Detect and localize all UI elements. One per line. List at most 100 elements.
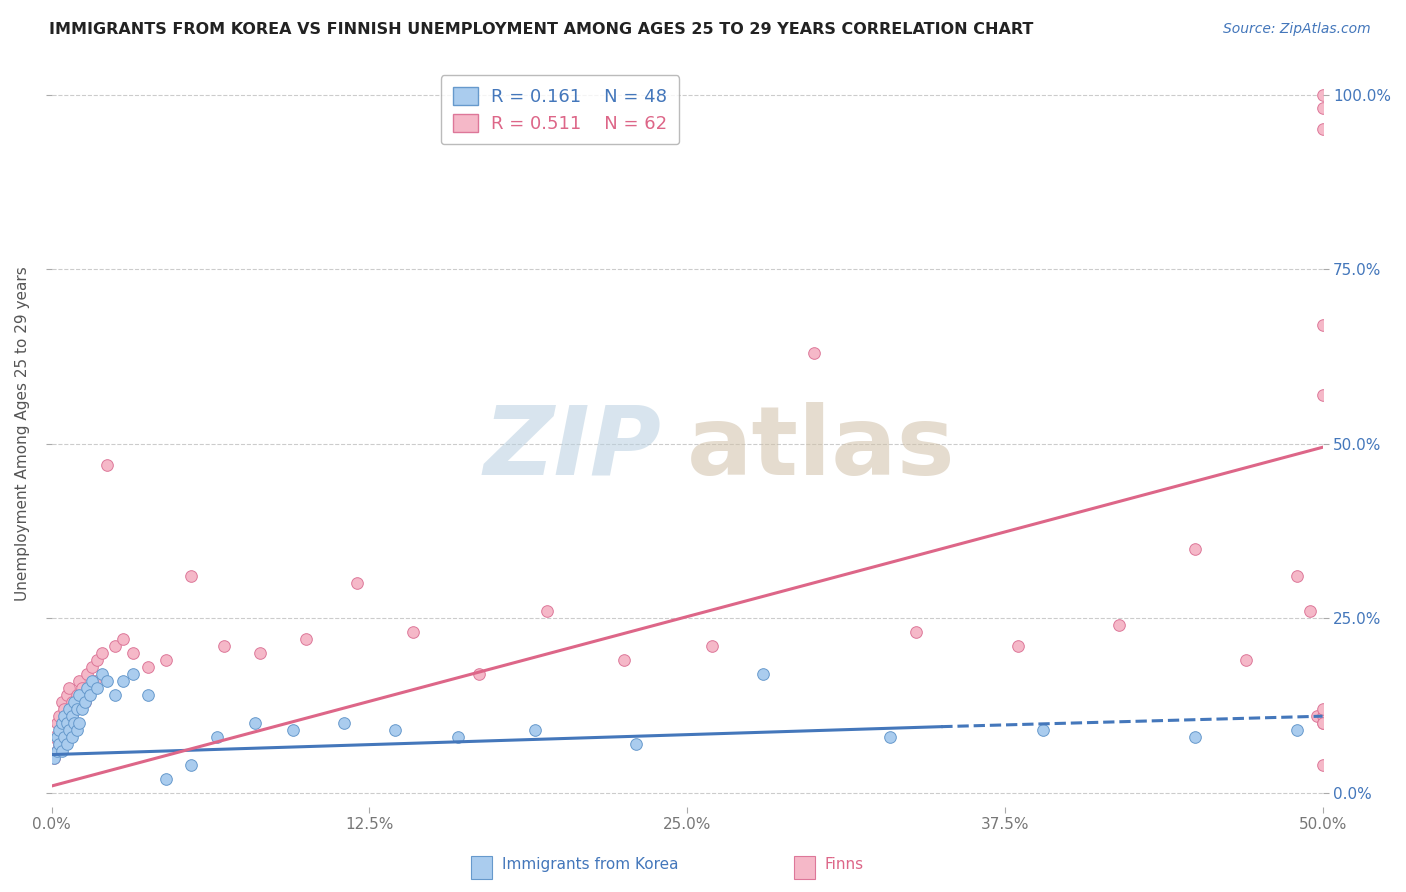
Point	[45, 744, 67, 758]
Point	[55, 737, 77, 751]
Point	[42, 751, 65, 765]
Point	[243, 716, 266, 731]
Point	[91, 646, 114, 660]
Point	[904, 625, 927, 640]
Point	[66, 723, 89, 738]
Point	[155, 772, 177, 786]
Point	[48, 723, 70, 738]
Point	[70, 681, 93, 696]
Point	[136, 660, 159, 674]
Point	[86, 653, 108, 667]
Text: ZIP: ZIP	[484, 401, 662, 495]
Point	[53, 730, 76, 744]
Point	[1007, 640, 1029, 654]
Point	[214, 640, 236, 654]
Point	[401, 625, 423, 640]
Point	[111, 632, 134, 647]
Point	[1286, 723, 1309, 738]
Text: atlas: atlas	[688, 401, 956, 495]
Point	[55, 716, 77, 731]
Point	[53, 702, 76, 716]
Point	[42, 751, 65, 765]
Point	[82, 660, 104, 674]
Point	[69, 674, 91, 689]
Point	[55, 716, 77, 731]
Point	[879, 730, 901, 744]
Point	[73, 695, 96, 709]
Point	[1184, 730, 1206, 744]
Point	[51, 695, 73, 709]
Point	[1108, 618, 1130, 632]
Point	[79, 688, 101, 702]
Point	[536, 604, 558, 618]
Point	[51, 716, 73, 731]
Point	[70, 702, 93, 716]
Point	[702, 640, 724, 654]
Point	[1312, 318, 1334, 332]
Text: IMMIGRANTS FROM KOREA VS FINNISH UNEMPLOYMENT AMONG AGES 25 TO 29 YEARS CORRELAT: IMMIGRANTS FROM KOREA VS FINNISH UNEMPLO…	[49, 22, 1033, 37]
Point	[76, 667, 98, 681]
Point	[51, 744, 73, 758]
Point	[53, 730, 76, 744]
Point	[96, 458, 118, 472]
Point	[346, 576, 368, 591]
Point	[60, 709, 83, 723]
Text: Immigrants from Korea: Immigrants from Korea	[502, 857, 679, 872]
Point	[624, 737, 647, 751]
Point	[83, 674, 105, 689]
Y-axis label: Unemployment Among Ages 25 to 29 years: Unemployment Among Ages 25 to 29 years	[15, 266, 30, 600]
Point	[76, 681, 98, 696]
Point	[294, 632, 316, 647]
Point	[1032, 723, 1054, 738]
Point	[205, 730, 228, 744]
Point	[1299, 604, 1322, 618]
Point	[48, 709, 70, 723]
Point	[96, 674, 118, 689]
Point	[60, 709, 83, 723]
Point	[155, 653, 177, 667]
Point	[104, 640, 127, 654]
Point	[467, 667, 489, 681]
Point	[58, 702, 80, 716]
Point	[384, 723, 406, 738]
Legend: R = 0.161    N = 48, R = 0.511    N = 62: R = 0.161 N = 48, R = 0.511 N = 62	[441, 76, 679, 145]
Point	[63, 716, 86, 731]
Point	[73, 695, 96, 709]
Point	[66, 702, 89, 716]
Point	[66, 688, 89, 702]
Point	[333, 716, 356, 731]
Point	[803, 346, 825, 360]
Point	[136, 688, 159, 702]
Point	[69, 688, 91, 702]
Point	[447, 730, 470, 744]
Point	[58, 723, 80, 738]
Point	[91, 667, 114, 681]
Point	[58, 723, 80, 738]
Point	[1312, 716, 1334, 731]
Point	[1312, 709, 1334, 723]
Point	[53, 709, 76, 723]
Point	[1312, 716, 1334, 731]
Point	[1234, 653, 1257, 667]
Point	[180, 758, 202, 772]
Point	[45, 730, 67, 744]
Point	[122, 646, 145, 660]
Point	[1184, 541, 1206, 556]
Point	[63, 702, 86, 716]
Point	[281, 723, 304, 738]
Point	[60, 695, 83, 709]
Point	[111, 674, 134, 689]
Point	[1312, 87, 1334, 102]
Point	[55, 688, 77, 702]
Point	[249, 646, 271, 660]
Point	[1312, 388, 1334, 402]
Point	[612, 653, 634, 667]
Point	[63, 695, 86, 709]
Point	[82, 674, 104, 689]
Point	[1312, 702, 1334, 716]
Point	[1312, 102, 1334, 116]
Point	[523, 723, 546, 738]
Text: Source: ZipAtlas.com: Source: ZipAtlas.com	[1223, 22, 1371, 37]
Point	[1312, 122, 1334, 136]
Point	[752, 667, 775, 681]
